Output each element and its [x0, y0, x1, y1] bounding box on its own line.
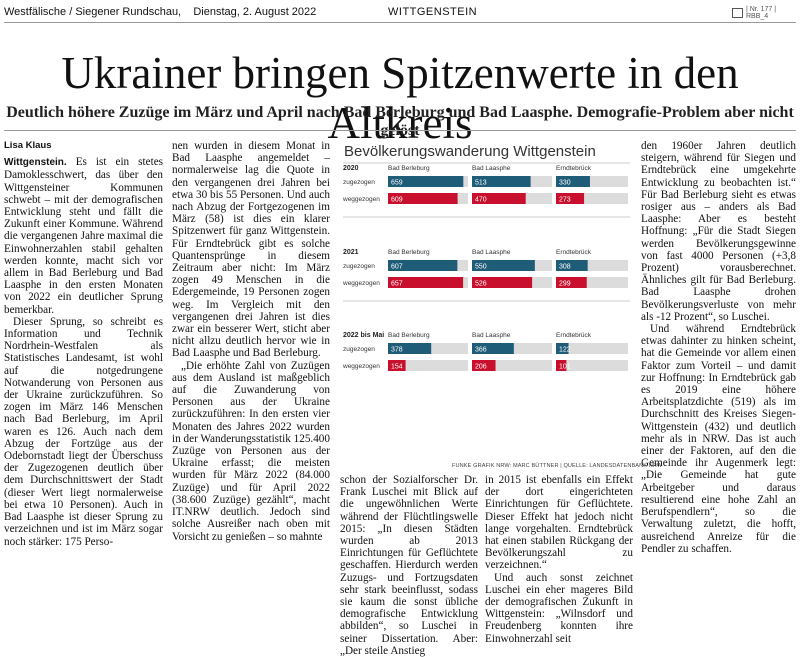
chart-plot: 2020 Bad Berleburg Bad Laasphe Erndtebrück z… — [342, 162, 630, 371]
chart-value-label: 607 — [391, 263, 403, 270]
chart-value-label: 378 — [391, 346, 403, 353]
paragraph: Wittgenstein. Es ist ein stetes Damokles… — [4, 156, 163, 316]
chart-value-label: 206 — [475, 363, 487, 370]
chart-bar-zugezogen — [472, 176, 531, 187]
chart-town-label: Bad Laasphe — [472, 249, 511, 256]
chart-series-label: zugezogen — [343, 263, 375, 270]
paragraph: Und während Erndtebrück etwas dahinter z… — [641, 323, 796, 555]
chart-town-label: Bad Laasphe — [472, 332, 511, 339]
chart-series-label: weggezogen — [342, 196, 380, 203]
chart-town-label: Erndtebrück — [556, 249, 592, 256]
chart-value-label: 122 — [559, 346, 571, 353]
article-title: Ukrainer bringen Spitzenwerte in den Alt… — [61, 48, 739, 148]
chart-period-label: 2021 — [343, 249, 359, 256]
chart-value-label: 550 — [475, 263, 487, 270]
article-subtitle: Deutlich höhere Zuzüge im März und April… — [6, 104, 794, 139]
paragraph: Dieser Sprung, so schreibt es Informatio… — [4, 315, 163, 548]
chart-value-label: 657 — [391, 280, 403, 287]
paragraph: nen wurden in diesem Monat in Bad Laasph… — [172, 140, 330, 360]
chart-bar-zugezogen — [556, 176, 590, 187]
paragraph: in 2015 ist ebenfalls ein Effekt der dor… — [485, 474, 633, 572]
publication-line: Westfälische / Siegener Rundschau, Diens… — [4, 6, 316, 18]
chart-bar-weggezogen — [388, 277, 464, 288]
chart-bar-track — [556, 343, 628, 354]
chart-bar-weggezogen — [388, 193, 458, 204]
page-ref-text: | Nr. 177 | RBB_4 — [745, 6, 777, 20]
chart-bar-track — [556, 260, 628, 271]
chart-bar-track — [388, 360, 468, 371]
chart-value-label: 659 — [391, 179, 403, 186]
article-column-4: in 2015 ist ebenfalls ein Effekt der dor… — [485, 474, 633, 645]
paragraph: den 1960er Jahren deutlich steigern, wäh… — [641, 140, 796, 323]
chart-bar-zugezogen — [472, 343, 514, 354]
chart-town-label: Bad Berleburg — [388, 165, 430, 172]
paragraph: Und auch sonst zeichnet Luschei ein eher… — [485, 571, 633, 645]
chart-bar-zugezogen — [388, 260, 458, 271]
chart-bar-track — [556, 277, 628, 288]
chart-bar-weggezogen — [556, 277, 587, 288]
paragraph-text: Es ist ein stetes Damoklesschwert, das ü… — [4, 156, 164, 316]
chart-value-label: 366 — [475, 346, 487, 353]
chart-town-label: Erndtebrück — [556, 332, 592, 339]
chart-series-label: weggezogen — [342, 280, 380, 287]
author-name: Lisa Klaus — [4, 140, 52, 151]
header-rule — [4, 22, 796, 23]
chart-town-label: Bad Berleburg — [388, 249, 430, 256]
chart-value-label: 470 — [475, 196, 487, 203]
chart-bar-weggezogen — [472, 277, 533, 288]
subtitle-rule — [4, 130, 796, 131]
chart-series-label: zugezogen — [343, 346, 375, 353]
chart-bar-zugezogen — [556, 343, 569, 354]
chart-bar-zugezogen — [556, 260, 588, 271]
chart-bar-weggezogen — [472, 360, 496, 371]
chart-bar-zugezogen — [472, 260, 535, 271]
chart-series-label: zugezogen — [343, 179, 375, 186]
chart-bar-weggezogen — [556, 193, 585, 204]
page-icon — [732, 8, 743, 18]
chart-value-label: 609 — [391, 196, 403, 203]
chart-bar-weggezogen — [472, 193, 526, 204]
chart-value-label: 526 — [475, 280, 487, 287]
article-column-1: Lisa Klaus Wittgenstein. Es ist ein stet… — [4, 140, 163, 548]
article-column-5: den 1960er Jahren deutlich steigern, wäh… — [641, 140, 796, 555]
chart-bar-zugezogen — [388, 343, 432, 354]
chart-series-label: weggezogen — [342, 363, 380, 370]
chart-bar-track — [556, 176, 628, 187]
paragraph: „Die erhöhte Zahl von Zuzügen aus dem Au… — [172, 359, 330, 543]
chart-bar-track — [472, 360, 552, 371]
chart-period-label: 2022 bis Mai — [343, 332, 384, 339]
chart-value-label: 101 — [559, 363, 571, 370]
chart-value-label: 299 — [559, 280, 571, 287]
chart-title: Bevölkerungswanderung Wittgenstein — [344, 143, 596, 160]
publication-name: Westfälische / Siegener Rundschau, — [4, 6, 182, 18]
chart-town-label: Bad Berleburg — [388, 332, 430, 339]
chart-value-label: 273 — [559, 196, 571, 203]
dateline: Wittgenstein. — [4, 157, 67, 169]
chart-value-label: 513 — [475, 179, 487, 186]
chart-bar-weggezogen — [556, 360, 567, 371]
chart-bar-weggezogen — [388, 360, 406, 371]
chart-value-label: 154 — [391, 363, 403, 370]
chart-bar-track — [556, 360, 628, 371]
chart-town-label: Erndtebrück — [556, 165, 592, 172]
chart-period-label: 2020 — [343, 165, 359, 172]
chart-town-label: Bad Laasphe — [472, 165, 511, 172]
chart-value-label: 330 — [559, 179, 571, 186]
migration-chart: Bevölkerungswanderung Wittgenstein 2020 B… — [340, 140, 662, 472]
article-column-3: schon der Sozialforscher Dr. Frank Lusch… — [340, 474, 478, 657]
chart-credit: FUNKE GRAFIK NRW: MARC BÜTTNER | QUELLE:… — [452, 463, 663, 469]
paragraph: schon der Sozialforscher Dr. Frank Lusch… — [340, 474, 478, 657]
publication-date: Dienstag, 2. August 2022 — [193, 6, 317, 18]
chart-bar-zugezogen — [388, 176, 464, 187]
section-name: WITTGENSTEIN — [388, 6, 478, 18]
chart-value-label: 308 — [559, 263, 571, 270]
article-column-2: nen wurden in diesem Monat in Bad Laasph… — [172, 140, 330, 543]
page-ref: | Nr. 177 | RBB_4 — [732, 6, 800, 20]
chart-bar-track — [556, 193, 628, 204]
page-header: Westfälische / Siegener Rundschau, Diens… — [0, 0, 800, 22]
